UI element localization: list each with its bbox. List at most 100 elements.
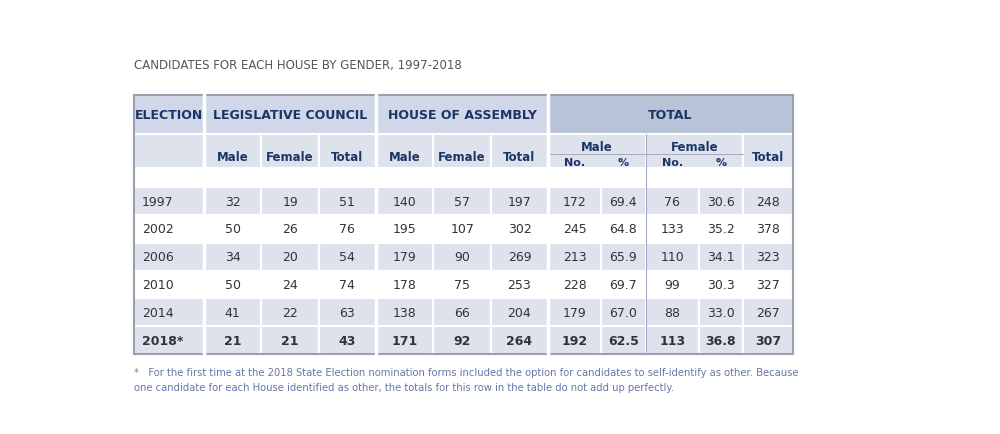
Text: 172: 172 [563, 195, 586, 208]
Text: 327: 327 [756, 278, 780, 291]
Text: 197: 197 [508, 195, 531, 208]
Bar [376, 95, 548, 135]
Text: Total: Total [503, 150, 536, 163]
Text: 65.9: 65.9 [609, 250, 637, 263]
Bar [548, 216, 601, 243]
Bar [646, 188, 699, 216]
Bar [699, 271, 743, 299]
Bar [376, 326, 433, 354]
Text: Male: Male [389, 150, 421, 163]
Text: 378: 378 [756, 223, 780, 236]
Text: 1997: 1997 [142, 195, 174, 208]
Text: 92: 92 [453, 334, 471, 347]
Bar [491, 271, 548, 299]
Text: 62.5: 62.5 [608, 334, 639, 347]
Bar [601, 299, 646, 326]
Text: 50: 50 [225, 223, 241, 236]
Text: 178: 178 [393, 278, 417, 291]
Bar [743, 188, 793, 216]
Bar [548, 135, 646, 168]
Bar [601, 326, 646, 354]
Text: HOUSE OF ASSEMBLY: HOUSE OF ASSEMBLY [388, 109, 537, 122]
Bar [433, 216, 491, 243]
Text: 26: 26 [282, 223, 298, 236]
Text: 90: 90 [454, 250, 470, 263]
Bar [376, 243, 433, 271]
Bar [699, 188, 743, 216]
Text: LEGISLATIVE COUNCIL: LEGISLATIVE COUNCIL [213, 109, 367, 122]
Bar [433, 135, 491, 168]
Bar [134, 135, 204, 168]
Text: Male: Male [581, 141, 613, 154]
Bar [743, 326, 793, 354]
Bar [491, 299, 548, 326]
Text: 75: 75 [454, 278, 470, 291]
Bar [646, 326, 699, 354]
Bar [491, 243, 548, 271]
Text: 51: 51 [339, 195, 355, 208]
Text: 34: 34 [225, 250, 241, 263]
Bar [376, 188, 433, 216]
Bar [204, 326, 261, 354]
Text: *   For the first time at the 2018 State Election nomination forms included the : * For the first time at the 2018 State E… [134, 368, 799, 392]
Text: 66: 66 [454, 306, 470, 319]
Text: 195: 195 [393, 223, 417, 236]
Text: 76: 76 [339, 223, 355, 236]
Bar [204, 216, 261, 243]
Bar [261, 188, 319, 216]
Bar [699, 243, 743, 271]
Text: 21: 21 [224, 334, 241, 347]
Text: 140: 140 [393, 195, 417, 208]
Text: 64.8: 64.8 [609, 223, 637, 236]
Bar [376, 299, 433, 326]
Text: 213: 213 [563, 250, 586, 263]
Text: 192: 192 [561, 334, 588, 347]
Bar [134, 216, 204, 243]
Bar [433, 243, 491, 271]
Text: 245: 245 [563, 223, 586, 236]
Text: 2010: 2010 [142, 278, 174, 291]
Bar [376, 216, 433, 243]
Text: 32: 32 [225, 195, 241, 208]
Text: 24: 24 [282, 278, 298, 291]
Text: 179: 179 [393, 250, 417, 263]
Bar [646, 243, 699, 271]
Text: TOTAL: TOTAL [648, 109, 693, 122]
Text: 50: 50 [225, 278, 241, 291]
Bar [491, 326, 548, 354]
Bar [319, 271, 376, 299]
Bar [646, 135, 743, 168]
Bar [548, 95, 793, 135]
Text: Female: Female [671, 141, 718, 154]
Bar [601, 216, 646, 243]
Text: 204: 204 [508, 306, 531, 319]
Text: 36.8: 36.8 [706, 334, 736, 347]
Bar [134, 326, 204, 354]
Text: 264: 264 [506, 334, 533, 347]
Bar [743, 271, 793, 299]
Text: 228: 228 [563, 278, 586, 291]
Text: 253: 253 [508, 278, 531, 291]
Bar [134, 95, 204, 135]
Text: 307: 307 [755, 334, 781, 347]
Bar [548, 271, 601, 299]
Text: 67.0: 67.0 [609, 306, 637, 319]
Text: 76: 76 [664, 195, 680, 208]
Bar [319, 188, 376, 216]
Bar [261, 135, 319, 168]
Bar [261, 326, 319, 354]
Text: 267: 267 [756, 306, 780, 319]
Bar [699, 326, 743, 354]
Text: 74: 74 [339, 278, 355, 291]
Text: 22: 22 [282, 306, 298, 319]
Bar [646, 299, 699, 326]
Bar [134, 188, 204, 216]
Text: %: % [715, 158, 727, 168]
Text: 2002: 2002 [142, 223, 174, 236]
Bar [433, 326, 491, 354]
Bar [743, 299, 793, 326]
Text: 2018*: 2018* [142, 334, 183, 347]
Text: 113: 113 [659, 334, 685, 347]
Bar [433, 271, 491, 299]
Text: 133: 133 [660, 223, 684, 236]
